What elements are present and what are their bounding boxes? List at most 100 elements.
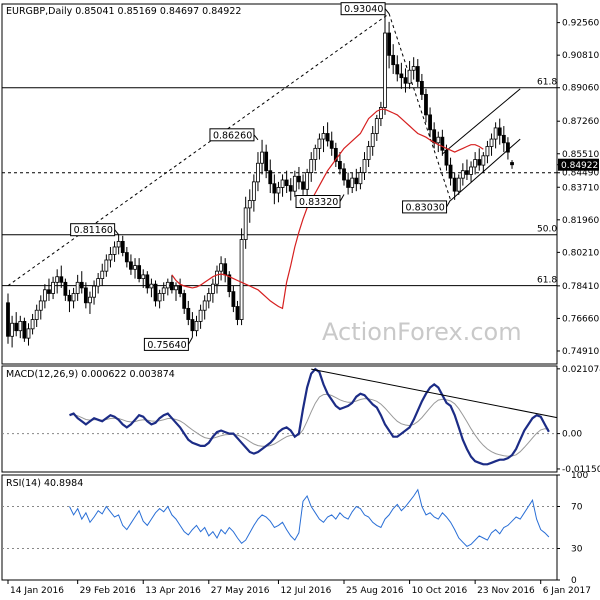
candle (428, 107, 432, 138)
candle (165, 278, 170, 296)
candle-body (100, 270, 105, 280)
candle (170, 274, 174, 294)
candle (424, 88, 428, 123)
candle-body (215, 270, 219, 285)
candle-body (428, 114, 432, 131)
candle-body (333, 147, 338, 162)
candle (288, 178, 293, 201)
candle-body (88, 296, 92, 304)
candle-body (383, 32, 387, 108)
candle-body (399, 73, 404, 79)
candle (419, 73, 424, 100)
main-y-tick-label: 0.84490 (562, 169, 599, 179)
fib-level-label: 61.8 (537, 78, 557, 88)
candle (67, 289, 72, 313)
candle (30, 313, 35, 335)
candle-body (174, 285, 178, 291)
candle (391, 44, 396, 74)
annotation-label: 0.81160 (74, 225, 113, 236)
price-badge-box (558, 158, 599, 171)
candle (42, 284, 47, 309)
candle (329, 131, 334, 156)
candle-body (473, 159, 478, 168)
candle-body (157, 293, 162, 302)
candle (34, 304, 39, 327)
candle (210, 278, 215, 303)
candle-body (342, 168, 346, 181)
main-y-tick-label: 0.83710 (562, 183, 599, 193)
candle-body (501, 134, 506, 144)
candle-body (378, 107, 383, 120)
candle-body (329, 140, 334, 149)
candle (157, 289, 162, 309)
candle (465, 159, 469, 180)
candle (71, 287, 76, 309)
x-tick-label: 13 Apr 2016 (145, 586, 201, 596)
candle-body (276, 187, 281, 194)
candle-body (387, 32, 391, 56)
candle (485, 140, 490, 164)
macd-main-line (69, 367, 550, 466)
candle (96, 273, 101, 294)
main-y-tick-label: 0.89060 (562, 84, 599, 94)
candle-body (67, 294, 72, 302)
candle (182, 289, 187, 314)
candle (305, 168, 310, 197)
candle (501, 126, 506, 153)
watermark: ActionForex.com (322, 318, 522, 346)
panel-frame-0 (1, 3, 558, 365)
candle (202, 295, 207, 320)
candle (10, 315, 14, 348)
candle-body (456, 177, 461, 192)
trend-dashed-line (7, 13, 390, 287)
candle (104, 254, 109, 277)
candle (313, 144, 318, 171)
candle (436, 131, 441, 153)
candle-body (141, 274, 146, 280)
candle (137, 258, 142, 283)
panel-frames (1, 3, 558, 581)
candle-body (202, 300, 207, 311)
candle (378, 101, 383, 127)
candle-body (59, 276, 64, 283)
x-tick-label: 23 Nov 2016 (477, 586, 535, 596)
annotation-connector (339, 194, 345, 202)
candle (100, 263, 105, 287)
candle-body (124, 252, 129, 263)
candle (383, 13, 387, 115)
candle-body (317, 138, 322, 149)
candle-body (75, 281, 80, 294)
candle-body (321, 133, 326, 140)
candle-body (477, 159, 482, 166)
candle-body (14, 322, 19, 332)
candle (358, 166, 363, 190)
candle-body (170, 281, 174, 291)
candle (448, 157, 453, 186)
candle (243, 196, 248, 249)
candle-body (444, 149, 449, 166)
candle-body (112, 246, 117, 255)
candle (387, 21, 391, 69)
candle (227, 271, 232, 298)
candle (362, 152, 367, 180)
candle-body (165, 281, 170, 289)
candle (219, 256, 223, 281)
x-tick-label: 25 Aug 2016 (346, 586, 404, 596)
main-title: EURGBP,Daily 0.85041 0.85169 0.84697 0.8… (6, 6, 241, 17)
candle-body (272, 183, 277, 194)
candle (55, 269, 60, 294)
candle-body (391, 54, 396, 66)
candle-body (452, 177, 457, 192)
candle (18, 315, 23, 339)
panel-frame-1 (1, 365, 558, 473)
candle (309, 152, 314, 182)
candle (215, 265, 219, 294)
candle (161, 282, 166, 301)
candle (149, 278, 154, 298)
candle (489, 133, 494, 156)
candle-body (403, 77, 408, 84)
candle-body (47, 289, 51, 294)
candle (460, 163, 465, 186)
candle-body (497, 127, 502, 136)
candle (452, 172, 457, 200)
